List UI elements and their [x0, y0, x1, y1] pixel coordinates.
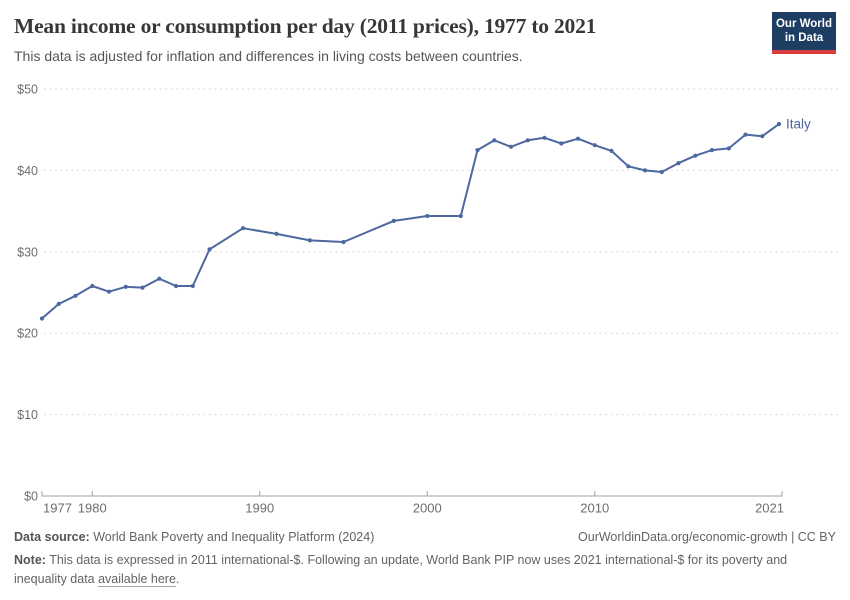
data-point-1982[interactable] [123, 284, 128, 289]
owid-logo-line1: Our World [775, 17, 832, 30]
note-label: Note: [14, 553, 46, 567]
data-point-1986[interactable] [190, 283, 195, 289]
line-chart[interactable]: $0 $10 $20 $30 $40 $50 1977 1980 1990 2000 2010 202… [0, 75, 850, 525]
note-suffix: . [175, 572, 180, 587]
data-source-label: Data source: [14, 530, 90, 544]
data-point-1980[interactable] [90, 283, 95, 289]
data-point-2017[interactable] [709, 148, 715, 153]
data-point-2010[interactable] [592, 143, 597, 148]
y-tick-label-0: $0 [24, 490, 38, 504]
data-source-text: World Bank Poverty and Inequality Platfo… [89, 530, 375, 544]
data-point-2012[interactable] [626, 164, 631, 169]
data-point-2004[interactable] [492, 138, 497, 143]
data-point-1991[interactable] [274, 231, 279, 236]
y-tick-label-20: $20 [17, 327, 38, 341]
owid-logo[interactable]: Our World in Data [772, 12, 836, 54]
x-axis-line [41, 491, 783, 497]
y-tick-label-50: $50 [17, 83, 38, 97]
page-title: Mean income or consumption per day (2011… [14, 14, 597, 38]
x-tick-label-2000: 2000 [413, 501, 442, 516]
y-tick-label-40: $40 [17, 164, 38, 178]
data-point-1981[interactable] [106, 289, 112, 294]
source-row: Data source: World Bank Poverty and Ineq… [14, 528, 836, 547]
data-point-1978[interactable] [56, 301, 61, 306]
data-point-2014[interactable] [659, 169, 664, 175]
note-line: Note: This data is expressed in 2011 int… [14, 551, 836, 590]
data-point-1983[interactable] [140, 285, 145, 290]
y-tick-label-30: $30 [17, 245, 38, 259]
data-point-2020[interactable] [760, 134, 765, 139]
x-tick-label-2021: 2021 [755, 501, 784, 516]
data-point-1989[interactable] [240, 226, 246, 231]
x-tick-label-1980: 1980 [78, 501, 107, 516]
data-point-2002[interactable] [458, 213, 463, 219]
italy-line [41, 123, 780, 320]
data-point-2015[interactable] [676, 161, 681, 166]
data-point-2021[interactable] [776, 121, 782, 127]
data-point-2016[interactable] [693, 153, 698, 158]
data-point-1993[interactable] [307, 238, 313, 243]
data-point-2013[interactable] [642, 168, 648, 173]
owid-url-link[interactable]: OurWorldinData.org/economic-growth | CC … [578, 530, 836, 544]
data-point-2018[interactable] [726, 146, 731, 151]
chart-subtitle: This data is adjusted for inflation and … [14, 48, 523, 64]
owid-logo-line2: in Data [784, 32, 824, 44]
data-point-1977[interactable] [39, 316, 45, 321]
data-point-2007[interactable] [542, 135, 547, 140]
data-point-2006[interactable] [525, 138, 530, 143]
data-point-1995[interactable] [341, 239, 346, 245]
series-end-label: Italy [786, 117, 811, 132]
x-tick-label-1977: 1977 [43, 501, 72, 516]
data-point-1998[interactable] [391, 218, 396, 223]
data-point-2005[interactable] [508, 144, 514, 149]
data-point-2011[interactable] [609, 148, 614, 153]
data-point-2008[interactable] [559, 141, 564, 146]
data-point-1987[interactable] [207, 247, 212, 252]
data-point-2000[interactable] [425, 213, 430, 219]
data-point-1979[interactable] [73, 293, 78, 298]
x-tick-label-1990: 1990 [245, 501, 274, 516]
chart-canvas[interactable]: $0 $10 $20 $30 $40 $50 1977 1980 1990 2000 2010 202… [0, 75, 850, 525]
data-point-1985[interactable] [173, 283, 179, 289]
note-text: This data is expressed in 2011 internati… [14, 553, 788, 587]
data-point-1984[interactable] [157, 276, 162, 281]
y-tick-label-10: $10 [17, 408, 38, 422]
data-point-2009[interactable] [575, 136, 581, 141]
chart-footer: Data source: World Bank Poverty and Ineq… [14, 528, 836, 590]
x-tick-label-2010: 2010 [580, 501, 609, 516]
data-point-2019[interactable] [743, 132, 748, 137]
chart-header: Mean income or consumption per day (2011… [14, 14, 764, 64]
data-source-line: Data source: World Bank Poverty and Ineq… [14, 528, 374, 547]
data-point-2003[interactable] [475, 148, 480, 153]
available-here-link[interactable]: available here [98, 572, 176, 587]
